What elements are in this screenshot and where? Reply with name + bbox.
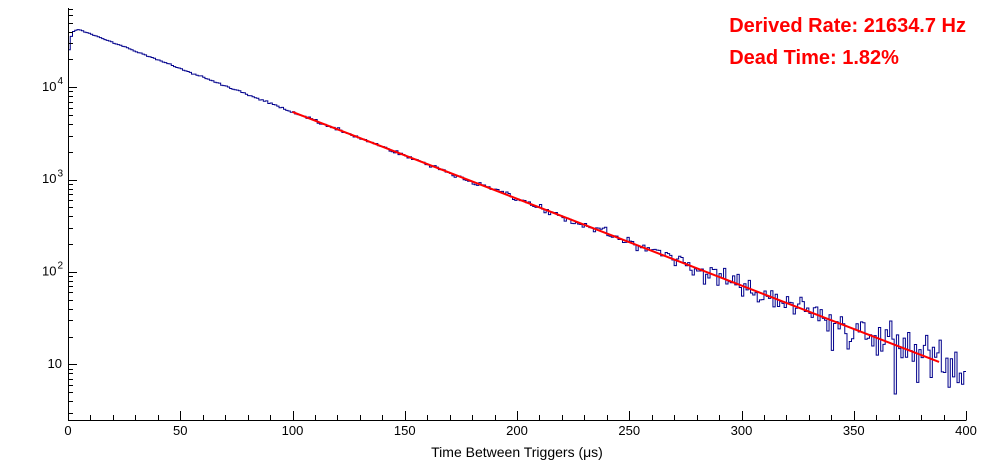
dead-time-annotation: Dead Time: 1.82% <box>729 47 899 69</box>
derived-rate-annotation: Derived Rate: 21634.7 Hz <box>729 15 966 37</box>
stats-annotation-box: Derived Rate: 21634.7 Hz Dead Time: 1.82… <box>729 10 966 74</box>
x-axis-label: Time Between Triggers (μs) <box>431 444 603 460</box>
